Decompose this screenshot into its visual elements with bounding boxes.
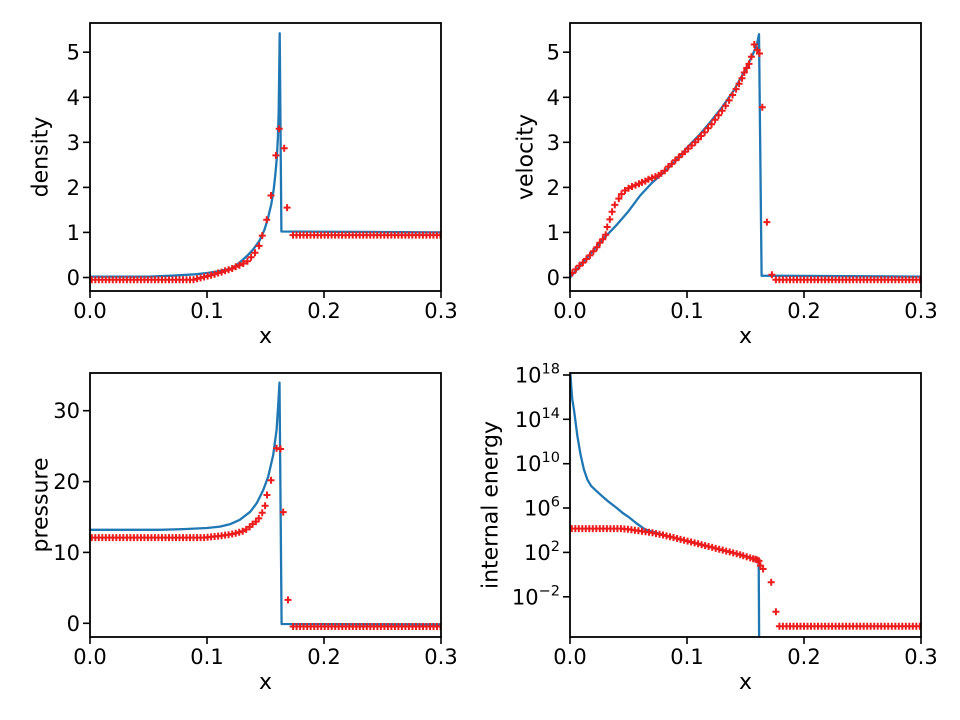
x-axis-label: x xyxy=(259,324,272,349)
y-tick-label: 0 xyxy=(67,266,80,290)
y-tick-label: 102 xyxy=(524,539,560,565)
y-tick-label: 5 xyxy=(547,41,560,65)
y-tick-label: 1 xyxy=(67,221,80,245)
internal-energy-subplot: 0.0 0.1 0.2 0.3 1018 1014 1010 106 102 10−2 x inter… xyxy=(480,360,960,720)
y-axis-label: velocity xyxy=(514,114,539,200)
pressure-subplot: 0.0 0.1 0.2 0.3 0 10 20 30 x pressure xyxy=(0,360,480,720)
exact-solution-line xyxy=(90,381,441,626)
x-tick-label: 0.2 xyxy=(307,645,340,669)
y-tick-label: 1010 xyxy=(515,450,560,476)
y-tick-label: 106 xyxy=(524,495,560,521)
y-axis-label: internal energy xyxy=(480,421,504,589)
x-tick-label: 0.0 xyxy=(73,645,106,669)
x-tick-label: 0.3 xyxy=(904,299,937,323)
y-tick-label: 20 xyxy=(53,470,80,494)
x-tick-label: 0.1 xyxy=(670,645,703,669)
density-chart-canvas: 0.0 0.1 0.2 0.3 0 1 2 3 4 5 x density xyxy=(29,22,458,349)
y-tick-label: 10 xyxy=(53,541,80,565)
axes-spines xyxy=(569,372,922,638)
x-tick-label: 0.0 xyxy=(553,645,586,669)
x-tick-label: 0.1 xyxy=(190,645,223,669)
velocity-chart-canvas: 0.0 0.1 0.2 0.3 0 1 2 3 4 5 x velocity xyxy=(514,22,938,349)
y-tick-label: 5 xyxy=(67,41,80,65)
energy-chart-canvas: 0.0 0.1 0.2 0.3 1018 1014 1010 106 102 10−2 x inter… xyxy=(480,362,938,696)
x-tick-label: 0.2 xyxy=(307,299,340,323)
y-tick-label: 4 xyxy=(547,86,560,110)
x-tick-label: 0.1 xyxy=(670,299,703,323)
x-tick-label: 0.1 xyxy=(190,299,223,323)
x-tick-label: 0.2 xyxy=(787,645,820,669)
x-axis-label: x xyxy=(739,324,752,349)
x-axis-label: x xyxy=(739,670,752,695)
y-tick-label: 2 xyxy=(547,176,560,200)
y-tick-label: 1 xyxy=(547,221,560,245)
x-tick-label: 0.0 xyxy=(73,299,106,323)
x-tick-label: 0.3 xyxy=(424,645,457,669)
x-tick-label: 0.2 xyxy=(787,299,820,323)
y-tick-label: 1018 xyxy=(515,362,560,388)
x-tick-label: 0.3 xyxy=(424,299,457,323)
y-axis-label: density xyxy=(29,117,54,198)
axes-spines xyxy=(89,372,442,638)
pressure-chart-canvas: 0.0 0.1 0.2 0.3 0 10 20 30 x pressure xyxy=(29,372,458,695)
density-subplot: 0.0 0.1 0.2 0.3 0 1 2 3 4 5 x density xyxy=(0,0,480,360)
particle-plus-markers xyxy=(570,525,921,630)
y-tick-label: 30 xyxy=(53,399,80,423)
particle-plus-markers xyxy=(90,125,441,284)
particle-plus-markers xyxy=(90,444,441,630)
y-tick-label: 2 xyxy=(67,176,80,200)
plot-area xyxy=(570,373,921,637)
x-tick-label: 0.0 xyxy=(553,299,586,323)
y-tick-label: 0 xyxy=(67,612,80,636)
particle-plus-markers xyxy=(570,41,921,284)
x-tick-label: 0.3 xyxy=(904,645,937,669)
y-axis-label: pressure xyxy=(29,457,54,552)
x-axis-label: x xyxy=(259,670,272,695)
plot-area xyxy=(90,23,441,291)
axes-spines xyxy=(89,22,442,292)
y-tick-label: 10−2 xyxy=(512,583,560,609)
y-tick-label: 3 xyxy=(67,131,80,155)
y-tick-label: 4 xyxy=(67,86,80,110)
y-tick-label: 1014 xyxy=(515,406,560,432)
y-tick-label: 0 xyxy=(547,266,560,290)
y-tick-label: 3 xyxy=(547,131,560,155)
velocity-subplot: 0.0 0.1 0.2 0.3 0 1 2 3 4 5 x velocity xyxy=(480,0,960,360)
axes-spines xyxy=(569,22,922,292)
